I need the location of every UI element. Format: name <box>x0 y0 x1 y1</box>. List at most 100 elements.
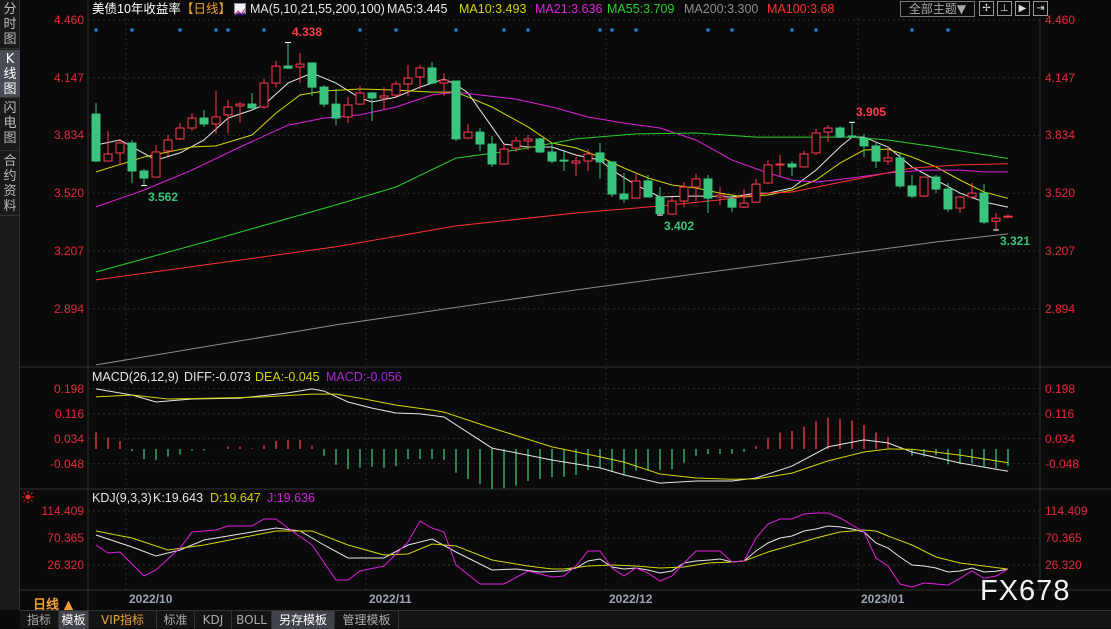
zoom-in-icon[interactable]: ⊥ <box>997 1 1012 16</box>
kdj-d: D:19.647 <box>210 491 261 505</box>
candle-body <box>307 62 317 88</box>
candle-body <box>379 95 389 99</box>
candle-body <box>967 192 977 198</box>
macd-tick-left: -0.048 <box>49 456 84 471</box>
kdj-tick-right: 114.409 <box>1045 504 1088 518</box>
tab-save-template[interactable]: 另存模板 <box>272 611 335 629</box>
price-tick-right: 2.894 <box>1045 301 1076 316</box>
event-marker <box>454 28 458 32</box>
candle-body <box>895 157 905 187</box>
candle-body <box>319 86 329 105</box>
candle-body <box>247 103 257 109</box>
sidebar-tab-kline[interactable]: K线图 <box>0 50 20 98</box>
candle-body <box>403 77 413 85</box>
month-label: 2022/10 <box>129 592 173 606</box>
candle-body <box>955 196 965 209</box>
play-icon[interactable]: ▶ <box>1015 1 1030 16</box>
candle-body <box>595 152 605 163</box>
tab-vip-indicators[interactable]: VIP指标 <box>89 611 157 629</box>
candle-body <box>883 157 893 162</box>
macd-tick-left: 0.198 <box>53 381 84 396</box>
candle-body <box>991 217 1001 222</box>
candle-body <box>931 176 941 190</box>
sidebar-tab-label: K线图 <box>3 52 17 97</box>
ma10-value: MA10:3.493 <box>459 2 527 16</box>
candle-body <box>175 127 185 140</box>
tab-manage-template[interactable]: 管理模板 <box>335 611 399 629</box>
candle-body <box>703 178 713 199</box>
macd-tick-right: 0.198 <box>1045 381 1076 396</box>
price-tick-left: 4.147 <box>53 70 84 85</box>
candle-body <box>415 67 425 78</box>
candle-body <box>775 163 785 166</box>
candle-body <box>811 132 821 154</box>
tab-boll[interactable]: BOLL <box>232 611 272 629</box>
settings-sun-icon[interactable] <box>22 490 34 503</box>
event-marker <box>910 28 914 32</box>
event-marker <box>94 28 98 32</box>
watermark-logo: FX678 <box>980 575 1071 607</box>
event-marker <box>730 28 734 32</box>
sidebar-tab-contract-info[interactable]: 合约资料 <box>0 152 20 216</box>
candle-body <box>451 80 461 140</box>
event-marker <box>526 28 530 32</box>
candle-body <box>823 127 833 133</box>
low-price-label: 3.321 <box>1000 233 1031 248</box>
kdj-tick-left: 114.409 <box>41 504 85 518</box>
candle-body <box>535 138 545 153</box>
candle-body <box>691 178 701 188</box>
kdj-title: KDJ(9,3,3) <box>92 491 152 505</box>
event-marker <box>214 28 218 32</box>
macd-tick-right: 0.116 <box>1045 406 1075 421</box>
candle-body <box>115 142 125 154</box>
tab-template[interactable]: 模板 <box>59 611 89 629</box>
candle-body <box>343 104 353 118</box>
event-marker <box>394 28 398 32</box>
sidebar-tab-flash[interactable]: 闪电图 <box>0 99 20 151</box>
candle-body <box>487 143 497 165</box>
tab-kdj[interactable]: KDJ <box>195 611 232 629</box>
candle-body <box>331 103 341 119</box>
price-tick-left: 4.460 <box>53 13 84 27</box>
scroll-end-icon[interactable]: ⇥ <box>1033 1 1048 16</box>
ma5-value: MA5:3.445 <box>387 2 448 16</box>
candle-body <box>547 151 557 162</box>
candle-body <box>631 180 641 199</box>
sidebar-tab-timeshare[interactable]: 分时图 <box>0 0 20 49</box>
tab-indicators[interactable]: 指标 <box>20 611 59 629</box>
candle-body <box>355 92 365 105</box>
candle-body <box>799 153 809 168</box>
macd-diff: DIFF:-0.073 <box>184 370 251 384</box>
candle-body <box>739 202 749 208</box>
candle-body <box>139 170 149 179</box>
candle-body <box>199 117 209 125</box>
candle-body <box>835 127 845 138</box>
macd-tick-right: 0.034 <box>1045 431 1076 446</box>
candle-body <box>583 153 593 162</box>
theme-dropdown-button[interactable]: 全部主题▼ <box>900 1 975 17</box>
candle-body <box>679 186 689 202</box>
candle-body <box>103 153 113 162</box>
kdj-d-line <box>95 529 1009 570</box>
candle-body <box>607 161 617 195</box>
macd-tick-right: -0.048 <box>1045 456 1080 471</box>
candle-body <box>559 159 569 162</box>
kdj-tick-right: 70.365 <box>1045 531 1082 545</box>
period-selector[interactable]: 日线 ▲ <box>33 598 74 613</box>
low-price-label: 3.402 <box>664 219 695 234</box>
candle-body <box>91 113 101 162</box>
candle-body <box>727 198 737 208</box>
event-marker <box>598 28 602 32</box>
price-tick-right: 4.460 <box>1045 13 1076 27</box>
event-marker <box>610 28 614 32</box>
candle-body <box>619 193 629 200</box>
price-tick-left: 3.834 <box>53 128 84 143</box>
sidebar-tab-label: 闪电图 <box>3 101 17 146</box>
candle-body <box>475 131 485 145</box>
low-price-label: 3.562 <box>148 189 179 204</box>
crosshair-icon[interactable]: ✢ <box>979 1 994 16</box>
candle-body <box>151 151 161 178</box>
tab-standard[interactable]: 标准 <box>157 611 195 629</box>
